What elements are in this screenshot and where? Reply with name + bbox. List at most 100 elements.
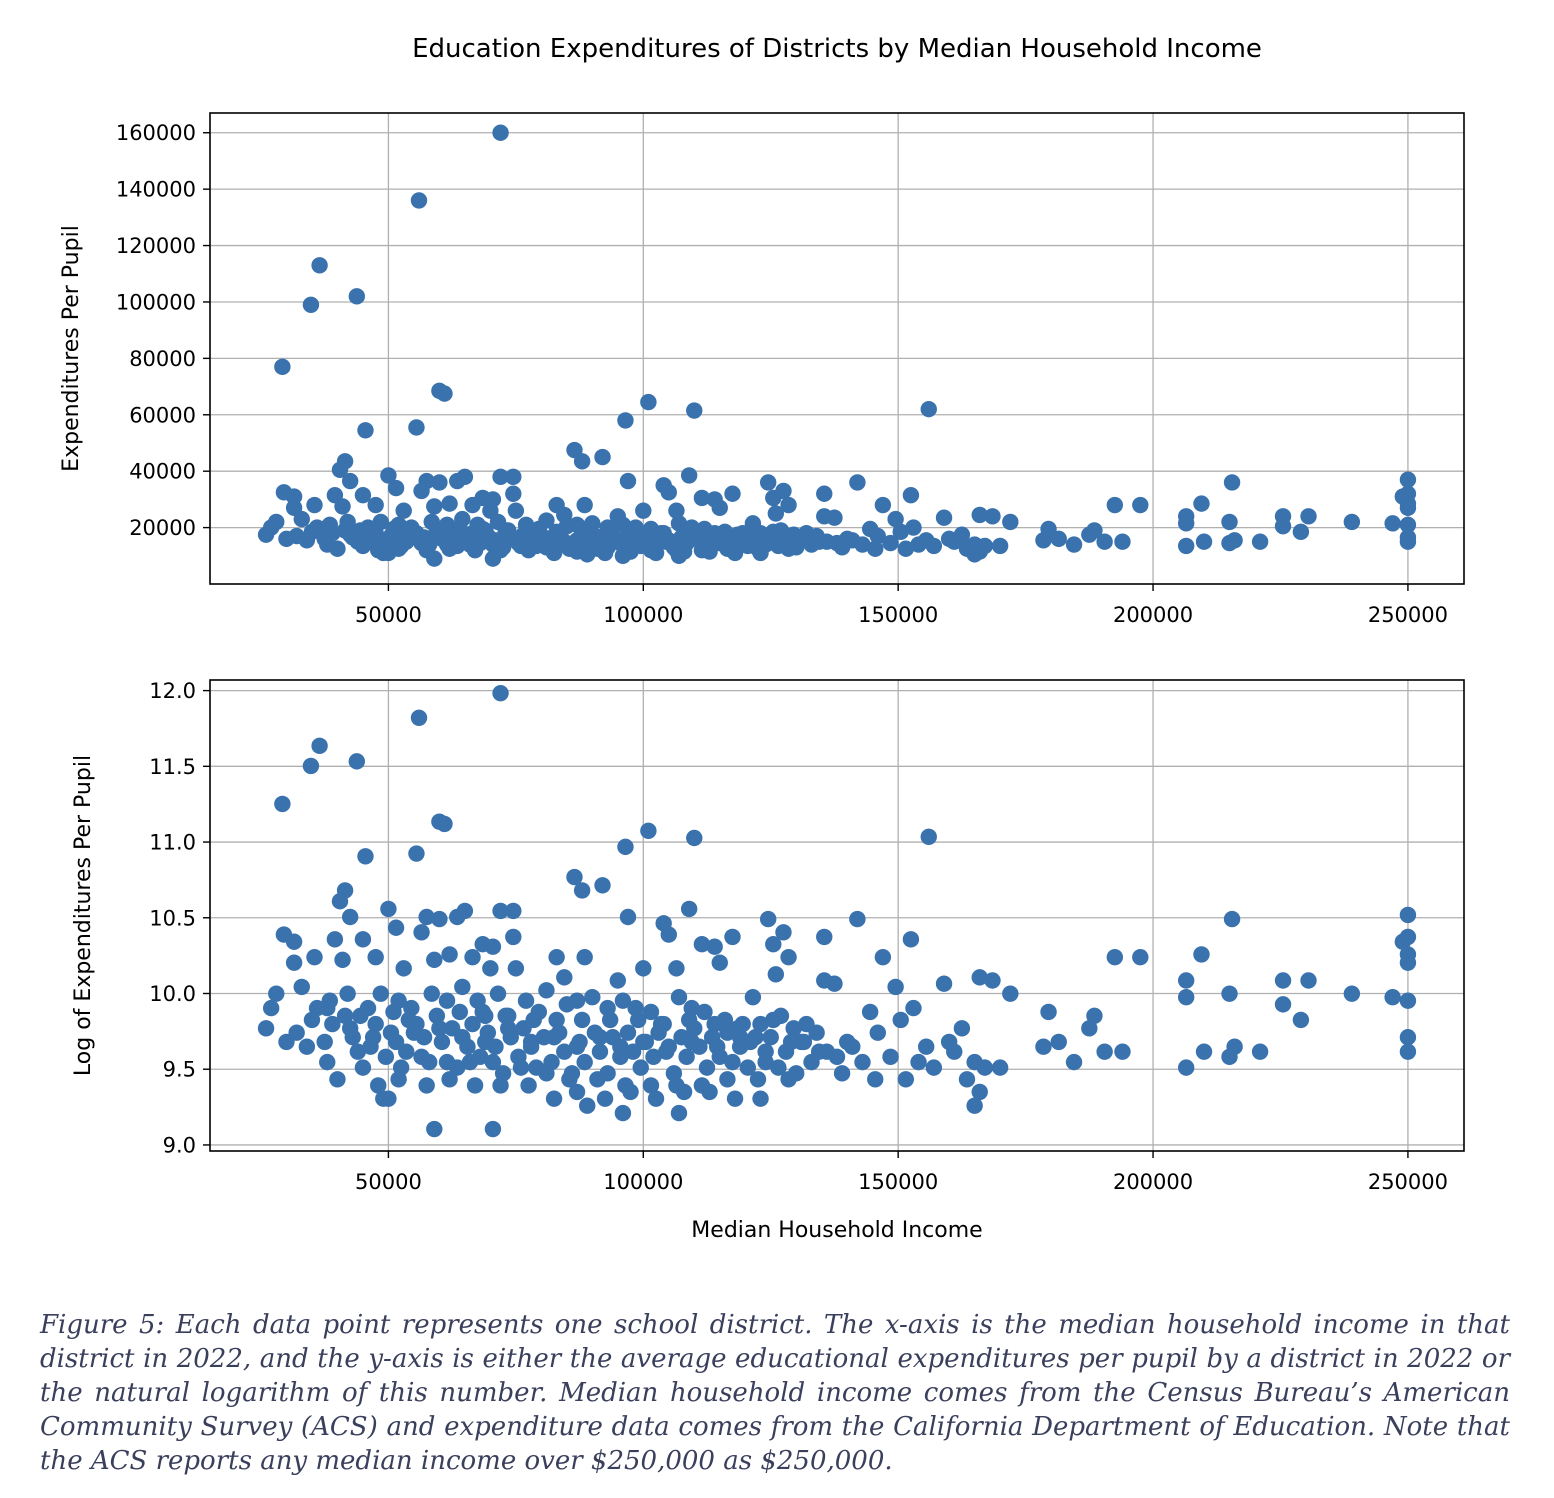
data-point <box>724 485 741 502</box>
data-point <box>548 1011 565 1029</box>
data-point <box>433 1033 451 1051</box>
data-point <box>918 1038 935 1055</box>
data-point <box>303 523 321 541</box>
data-point <box>675 1083 693 1101</box>
data-point <box>538 512 555 529</box>
data-point <box>693 489 711 507</box>
y-tick-label: 10.0 <box>149 982 196 1006</box>
data-point <box>765 489 782 507</box>
data-point <box>395 960 412 977</box>
y-tick-label: 160000 <box>116 121 196 145</box>
data-point <box>1384 988 1401 1006</box>
data-point <box>477 1033 494 1051</box>
data-point <box>380 900 397 918</box>
data-point <box>418 908 435 926</box>
data-point <box>1300 508 1317 525</box>
data-point <box>1177 972 1195 989</box>
data-point <box>522 1033 540 1051</box>
data-point <box>596 1090 614 1107</box>
data-point <box>505 485 522 502</box>
data-point <box>867 540 884 557</box>
data-point <box>517 992 535 1009</box>
data-point <box>1177 537 1195 555</box>
data-point <box>1274 517 1292 535</box>
data-point <box>925 1059 943 1076</box>
data-point <box>642 1077 660 1094</box>
data-point <box>492 468 509 486</box>
data-point <box>920 828 937 845</box>
data-point <box>614 992 632 1009</box>
data-point <box>431 526 448 543</box>
data-point <box>591 529 609 546</box>
data-point <box>387 919 405 936</box>
data-point <box>619 1024 637 1041</box>
data-point <box>1226 1038 1243 1055</box>
data-point <box>441 495 458 512</box>
data-point <box>285 954 303 971</box>
data-point <box>739 1059 756 1076</box>
data-point <box>500 1020 517 1037</box>
data-point <box>1132 496 1149 514</box>
data-point <box>367 948 384 966</box>
data-point <box>268 513 285 531</box>
data-point <box>426 498 443 515</box>
data-point <box>341 908 359 926</box>
data-point <box>576 1053 593 1071</box>
data-point <box>520 1077 537 1094</box>
plot-frame <box>209 112 1465 585</box>
y-tick-label: 10.5 <box>149 906 196 930</box>
data-point <box>474 1003 491 1021</box>
data-point <box>619 908 637 926</box>
data-point <box>257 1020 275 1037</box>
y-tick-label: 60000 <box>129 403 196 427</box>
data-point <box>1086 1007 1103 1025</box>
data-point <box>762 1029 779 1046</box>
data-point <box>461 1053 479 1071</box>
data-point <box>920 400 937 418</box>
data-point <box>869 1024 886 1041</box>
data-point <box>874 496 892 514</box>
data-point <box>619 472 637 490</box>
data-point <box>849 474 866 491</box>
data-point <box>1086 522 1103 539</box>
data-point <box>1399 516 1417 533</box>
data-point <box>910 536 927 553</box>
data-point <box>375 1090 392 1107</box>
data-point <box>816 485 833 502</box>
x-tick-label: 200000 <box>1113 603 1193 627</box>
data-point <box>573 1011 591 1029</box>
data-point <box>958 540 976 557</box>
data-point <box>336 1007 354 1025</box>
data-point <box>686 402 703 419</box>
data-point <box>405 1024 423 1041</box>
data-point <box>1114 1043 1131 1060</box>
data-point <box>525 1011 542 1029</box>
data-point <box>946 1043 963 1060</box>
data-point <box>935 509 953 526</box>
data-point <box>680 467 698 484</box>
data-point <box>668 502 685 519</box>
data-point <box>767 505 785 522</box>
data-point <box>642 1003 660 1021</box>
data-point <box>892 523 909 541</box>
y-tick-label: 140000 <box>116 178 196 202</box>
data-point <box>576 496 593 514</box>
data-point <box>984 508 1001 525</box>
data-point <box>752 1090 769 1107</box>
data-point <box>1399 992 1417 1009</box>
x-tick-label: 150000 <box>858 1170 938 1194</box>
data-point <box>566 868 583 886</box>
data-point <box>798 525 815 542</box>
data-point <box>1223 910 1241 928</box>
data-point <box>367 496 384 514</box>
data-point <box>759 474 777 491</box>
data-point <box>624 1043 642 1060</box>
data-point <box>622 1083 639 1101</box>
data-point <box>882 534 899 552</box>
data-point <box>757 533 774 550</box>
data-point <box>1251 533 1269 550</box>
data-point <box>780 496 797 514</box>
y-tick-label: 80000 <box>129 347 196 371</box>
data-point <box>622 543 639 560</box>
data-point <box>765 1011 782 1029</box>
